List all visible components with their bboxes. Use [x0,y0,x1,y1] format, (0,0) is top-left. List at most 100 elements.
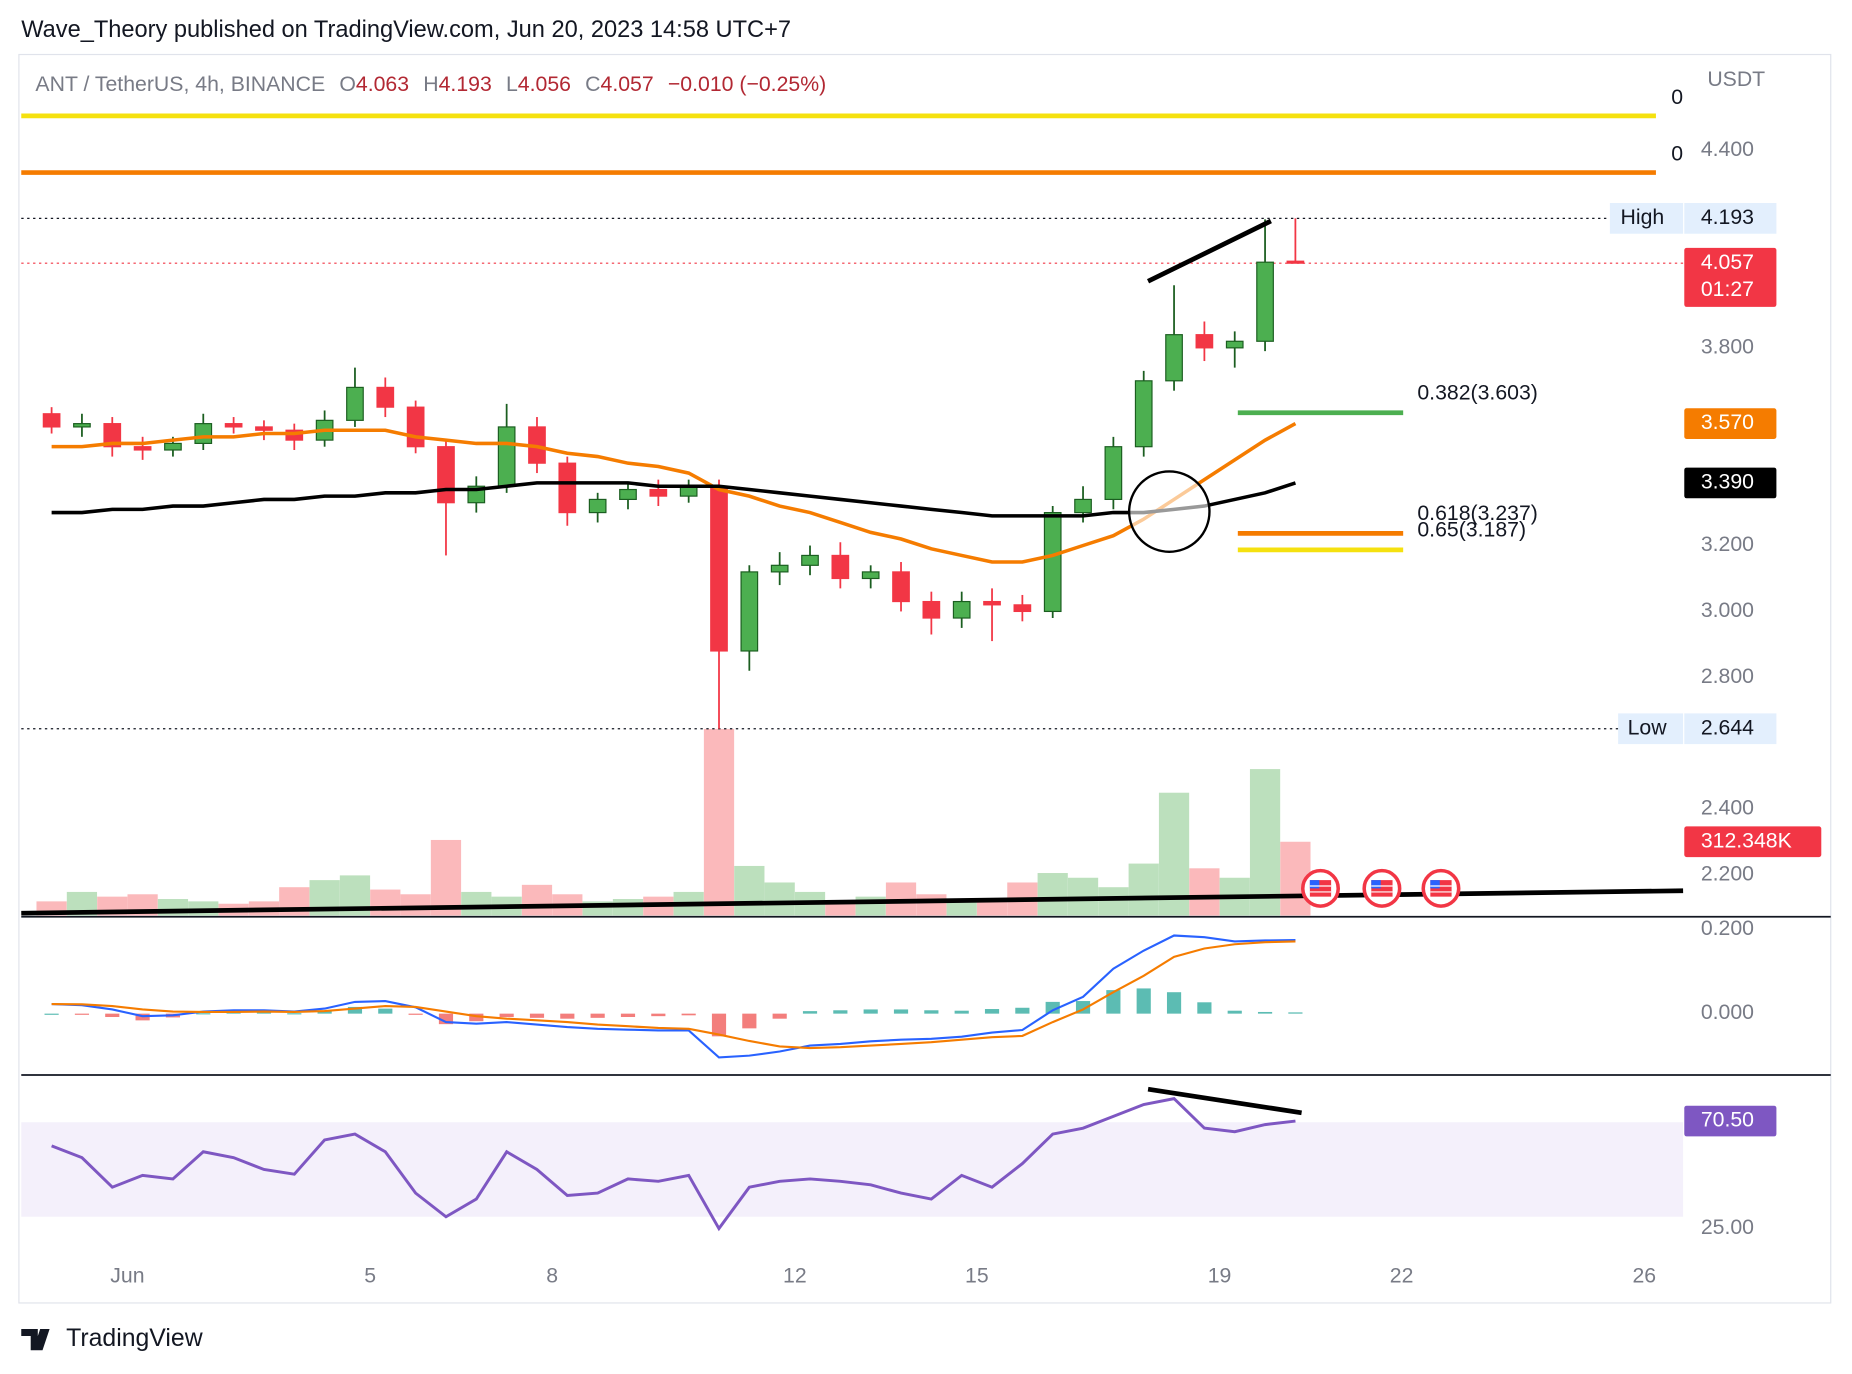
macd-histogram-bar [1227,1010,1242,1014]
event-flag [1362,868,1402,908]
volume-bar [370,889,401,916]
event-flag [1301,868,1340,908]
macd-histogram-bar [317,1011,332,1014]
ohlc-letter: C [585,72,600,96]
macd-histogram-bar [105,1013,120,1018]
x-tick-label: Jun [110,1264,144,1288]
candle-body [346,386,364,421]
macd-histogram-bar [1166,992,1182,1014]
candle-body [497,426,516,487]
fib-level-label: 0.65(3.187) [1417,518,1526,542]
candle-body [619,488,637,501]
volume-bar [703,728,735,916]
macd-histogram-bar [863,1009,878,1014]
candle-body [42,413,61,428]
event-flags [1301,868,1461,908]
y-tick-label: 0.000 [1701,1000,1754,1024]
volume-bar [916,894,947,916]
last-price-tag: 4.057 [1701,250,1754,274]
candle-body [983,600,1001,606]
low-tag-bg [1618,713,1684,745]
volume-bar [1128,863,1159,916]
x-tick-label: 5 [364,1264,376,1288]
high-tag-value-bg [1684,203,1777,234]
macd-histogram-bar [1106,990,1121,1014]
candle-body [133,446,152,451]
rsi-line [51,1097,1296,1232]
x-tick-label: 26 [1632,1264,1656,1288]
macd-histogram-bar [893,1009,909,1014]
macd-histogram-bar [772,1013,787,1019]
candle-body [255,426,273,431]
rsi-value-tag-bg [1684,1105,1777,1137]
high-tag-bg [1609,203,1684,234]
candle-body [952,600,971,619]
high-tag-value: 4.193 [1701,205,1754,229]
y-tick-label: 2.200 [1701,862,1754,886]
volume-bar [1189,868,1220,916]
macd-histogram-bar [590,1013,605,1018]
volume-bar [976,901,1008,916]
macd-histogram-bar [954,1010,969,1014]
macd-histogram-bar [1045,1001,1060,1014]
y-tick-label: 0.200 [1701,916,1754,940]
x-tick-label: 22 [1390,1264,1414,1288]
candle-body [1165,334,1183,382]
volume-bar [764,882,795,916]
x-tick-label: 8 [546,1264,558,1288]
candle-body [194,423,213,444]
ohlc-value: 4.056 [518,72,571,96]
candle-body [1013,604,1032,613]
candle-body [1043,512,1062,613]
volume-bar [461,891,492,916]
macd-histogram-bar [1015,1007,1030,1014]
ma-value-tag: 3.390 [1701,470,1754,494]
rsi-value-tag: 70.50 [1701,1108,1754,1132]
fib-level-label: 0.382(3.603) [1417,380,1538,404]
candle-body [1134,380,1153,448]
macd-histogram-bar [469,1013,484,1022]
low-tag-value: 2.644 [1701,715,1754,739]
candle-body [73,423,91,428]
candle-body [376,386,395,408]
brand: TradingView [66,1325,203,1352]
volume-bar [1249,769,1281,916]
candle-body [1256,261,1274,342]
candle-body [861,571,880,580]
macd-histogram-bar [620,1013,636,1018]
last-price-tag-bg [1684,247,1777,307]
event-flag [1421,868,1461,908]
macd-histogram-bar [378,1008,393,1014]
y-tick-label: 2.800 [1701,664,1754,688]
y-tick-label: 4.400 [1701,137,1754,161]
candle-body [801,554,819,566]
trend-line [21,888,1684,916]
fib-level-label: 0.618(3.237) [1417,501,1538,525]
brand-logo [21,1328,50,1351]
symbol: ANT / TetherUS, 4h, BINANCE [35,72,325,96]
volume-bar [1158,792,1190,916]
countdown: 01:27 [1701,277,1754,301]
y-tick-label: 3.800 [1701,334,1754,358]
macd-histogram-bar [44,1013,59,1015]
macd-histogram-bar [802,1011,818,1014]
macd-histogram-bar [196,1013,211,1015]
macd-histogram-bar [1288,1012,1303,1014]
candle-body [770,564,789,573]
low-tag-label: Low [1628,715,1668,739]
volume-bar [734,865,765,916]
candle-body [710,485,728,652]
macd-line [51,934,1296,1059]
highlight-circle [1127,470,1211,553]
candle-body [437,446,455,504]
candle-body [406,406,425,448]
candle-body [558,462,577,514]
candle-body [892,571,910,603]
macd-histogram-bar [499,1013,514,1018]
macd-histogram-bar [711,1013,727,1037]
volume-bar [66,891,98,916]
macd-histogram-bar [74,1013,90,1015]
macd-histogram-bar [1136,988,1151,1014]
macd-histogram-bar [256,1012,272,1014]
candle-body [588,498,607,514]
